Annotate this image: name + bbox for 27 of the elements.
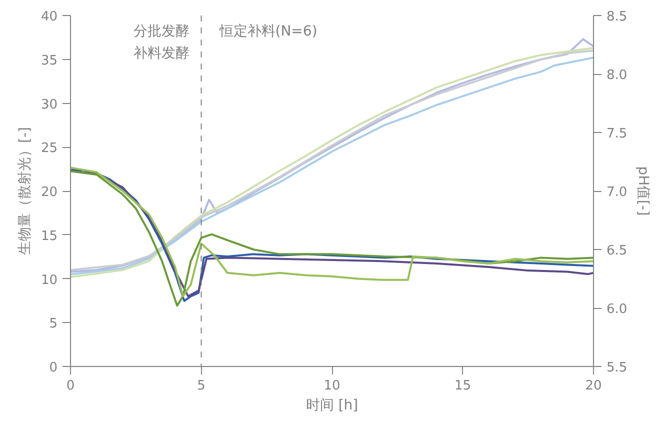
x-axis-title: 时间 [h]	[306, 398, 358, 414]
x-tick-label: 5	[197, 378, 206, 394]
y-tick-label: 10	[40, 272, 58, 288]
y2-tick-label: 7.5	[606, 126, 628, 142]
annotation: 补料发酵	[133, 46, 190, 62]
y-tick-label: 35	[40, 53, 58, 68]
x-tick-label: 10	[324, 378, 340, 394]
y-axis-title: 生物量（散射光）[-]	[16, 127, 33, 255]
y-tick-label: 20	[40, 185, 58, 200]
y2-tick-label: 5.5	[606, 360, 628, 376]
y2-tick-label: 6.5	[606, 244, 628, 258]
x-tick-label: 0	[66, 378, 75, 394]
x-tick-label: 20	[585, 378, 602, 394]
y2-tick-label: 8.5	[606, 10, 628, 24]
y-tick-label: 25	[40, 141, 58, 156]
y-tick-label: 5	[49, 316, 58, 332]
y2-axis-title: pH值[-]	[635, 166, 652, 216]
x-tick-label: 15	[454, 378, 472, 394]
annotation: 分批发酵	[133, 24, 190, 40]
y2-tick-label: 7.0	[606, 185, 628, 200]
y2-tick-label: 6.0	[606, 302, 628, 317]
y2-tick-label: 8.0	[606, 68, 628, 83]
y-tick-label: 30	[40, 97, 58, 112]
y-tick-label: 0	[49, 360, 58, 376]
y-tick-label: 40	[40, 10, 58, 24]
y-tick-label: 15	[40, 228, 58, 244]
annotation: 恒定补料(N=6)	[218, 24, 318, 40]
